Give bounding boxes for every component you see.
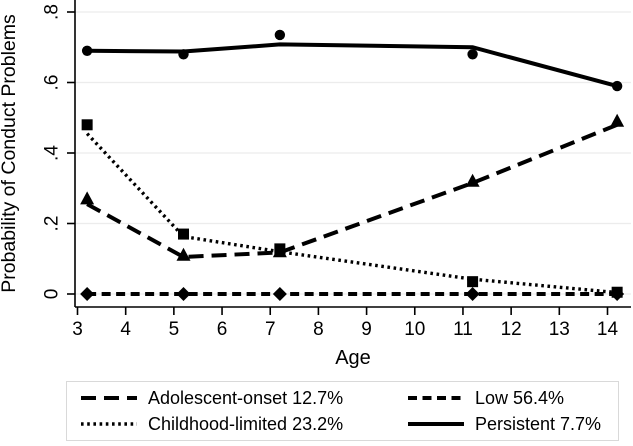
y-tick-label: .8 — [42, 4, 63, 20]
x-tick-label: 10 — [404, 319, 425, 340]
x-tick-label: 4 — [120, 319, 131, 340]
marker-square-childhood-limited — [274, 243, 286, 255]
marker-diamond-low — [80, 287, 95, 301]
marker-diamond-low — [610, 287, 625, 301]
marker-diamond-low — [176, 287, 191, 301]
legend-entry-childhood-limited: Childhood-limited 23.2% — [80, 411, 407, 437]
x-tick-label: 13 — [549, 319, 570, 340]
legend-line-sample-solid — [408, 422, 464, 426]
y-tick-label: .4 — [42, 145, 63, 161]
legend-box: Adolescent-onset 12.7% Childhood-limited … — [66, 381, 619, 441]
marker-triangle-adolescent-onset — [176, 247, 191, 261]
marker-triangle-adolescent-onset — [465, 173, 480, 187]
x-tick-label: 9 — [361, 319, 372, 340]
marker-diamond-low — [465, 287, 480, 301]
marker-circle-persistent — [274, 29, 286, 41]
marker-square-childhood-limited — [178, 228, 189, 240]
series-line-childhood-limited — [85, 132, 618, 295]
x-axis-title: Age — [335, 347, 371, 369]
x-tick-label: 12 — [501, 319, 522, 340]
marker-triangle-adolescent-onset — [610, 113, 625, 127]
series-line-persistent — [87, 42, 618, 88]
legend-line-sample-long-dash — [81, 396, 137, 400]
legend-line-sample-short-dash — [408, 396, 464, 400]
legend-line-sample-dotted — [81, 422, 137, 426]
marker-square-childhood-limited — [81, 119, 93, 131]
series-line-adolescent-onset — [86, 122, 618, 260]
y-tick-label: .2 — [42, 216, 63, 232]
marker-triangle-adolescent-onset — [80, 191, 95, 205]
y-axis-title: Probability of Conduct Problems — [0, 14, 20, 293]
marker-circle-persistent — [178, 49, 189, 60]
x-tick-label: 6 — [217, 319, 228, 340]
legend-label-low: Low 56.4% — [475, 387, 565, 408]
x-tick-label: 5 — [169, 319, 180, 340]
x-tick-label: 7 — [265, 319, 276, 340]
marker-square-childhood-limited — [467, 276, 479, 288]
legend-entry-adolescent-onset: Adolescent-onset 12.7% — [80, 385, 407, 411]
x-tick-label: 3 — [72, 319, 83, 340]
y-tick-label: 0 — [42, 289, 63, 300]
legend-column-2: Low 56.4% Persistent 7.7% — [407, 385, 601, 437]
x-tick-label: 11 — [453, 319, 473, 340]
legend-column-1: Adolescent-onset 12.7% Childhood-limited … — [80, 385, 407, 437]
x-tick-label: 8 — [313, 319, 324, 340]
marker-circle-persistent — [611, 80, 623, 92]
marker-circle-persistent — [81, 45, 93, 56]
legend-label-adolescent-onset: Adolescent-onset 12.7% — [148, 387, 344, 408]
legend-label-childhood-limited: Childhood-limited 23.2% — [148, 413, 344, 434]
conduct-problems-chart: 0 .2 .4 .6 .8 3 4 5 6 7 8 9 10 11 12 13 14 Probability of… — [0, 0, 631, 369]
marker-circle-persistent — [467, 49, 478, 60]
marker-diamond-low — [272, 287, 287, 301]
y-tick-label: .6 — [42, 75, 63, 91]
x-tick-label: 14 — [597, 319, 619, 340]
legend-label-persistent: Persistent 7.7% — [475, 413, 602, 434]
legend-entry-low: Low 56.4% — [407, 385, 601, 411]
legend-entry-persistent: Persistent 7.7% — [407, 411, 601, 437]
